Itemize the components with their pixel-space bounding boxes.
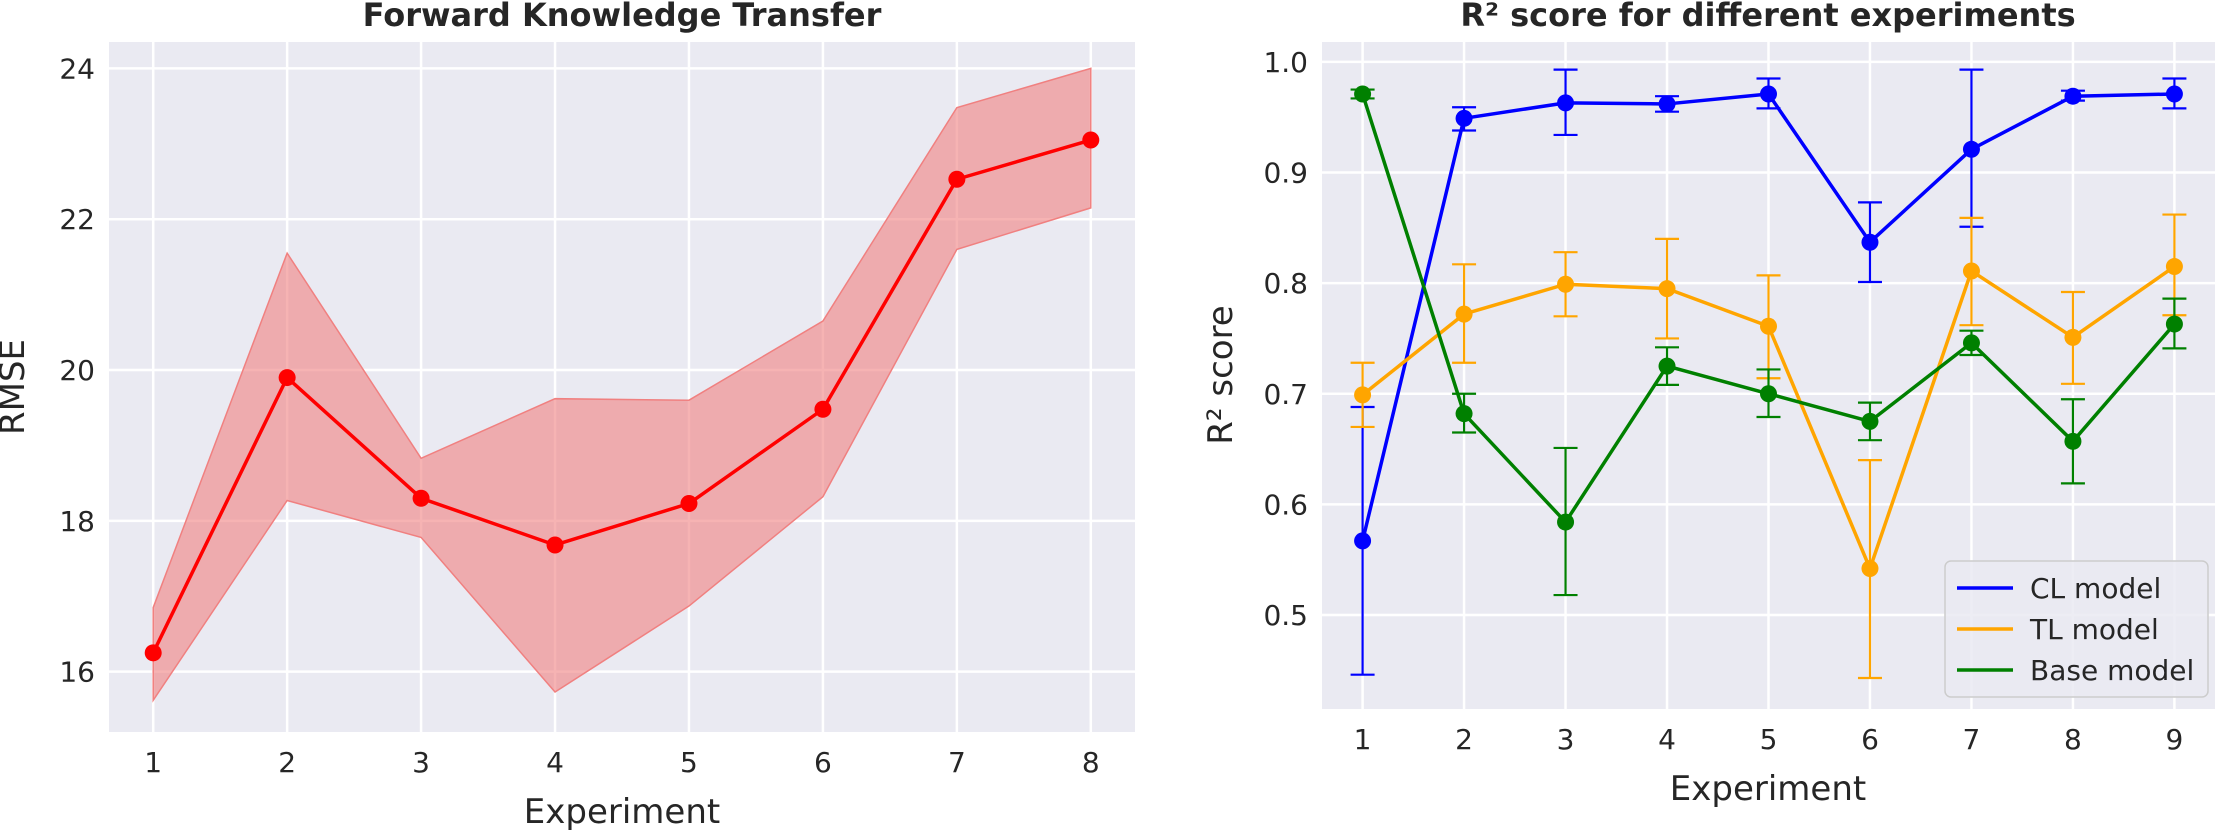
tl-model-point	[1962, 262, 1980, 280]
rmse-y-axis-label: RMSE	[0, 339, 33, 435]
base-model-point	[1354, 85, 1372, 103]
r2-y-axis-label: R² score	[1201, 305, 1241, 444]
legend-label-cl: CL model	[2030, 572, 2161, 605]
cl-model-point	[1455, 109, 1473, 127]
tl-model-point	[1658, 280, 1676, 298]
r2-x-axis-label: Experiment	[1670, 769, 1866, 809]
tl-model-point	[1760, 317, 1777, 335]
cl-model-point	[2165, 85, 2183, 103]
y-tick-label: 16	[59, 656, 95, 689]
r2-marks	[1350, 68, 2187, 680]
rmse-ticks: 1 2 3 4 5 6 7 8 16 18 20 22 24	[59, 52, 1099, 779]
x-tick-label: 8	[1082, 746, 1100, 779]
rmse-x-axis-label: Experiment	[524, 792, 720, 832]
y-tick-label: 22	[59, 203, 95, 236]
base-model-point	[1557, 513, 1575, 531]
y-tick-label: 1.0	[1263, 46, 1308, 79]
r2-legend: CL model TL model Base model	[1944, 560, 2209, 698]
x-tick-label: 5	[1760, 723, 1778, 756]
y-tick-label: 0.5	[1263, 599, 1308, 632]
tl-model-point	[1455, 305, 1473, 323]
base-model-point	[1658, 357, 1676, 375]
x-tick-label: 3	[1557, 723, 1575, 756]
rmse-point	[1082, 131, 1100, 149]
rmse-point	[412, 489, 430, 507]
y-tick-label: 24	[59, 52, 95, 85]
base-model-point	[1861, 412, 1879, 430]
x-tick-label: 9	[2165, 723, 2183, 756]
y-tick-label: 0.7	[1263, 378, 1308, 411]
cl-model-point	[1658, 95, 1676, 113]
base-model-point	[1760, 385, 1777, 403]
cl-model-point	[1760, 85, 1777, 103]
r2-chart: 1 2 3 4 5 6 7 8 9 0.5 0.6 0.7 0.8 0.9 1.0 R² score for…	[1201, 0, 2215, 809]
tl-model-point	[1354, 386, 1372, 404]
cl-model-point	[1354, 532, 1372, 550]
x-tick-label: 3	[412, 746, 430, 779]
x-tick-label: 7	[1963, 723, 1981, 756]
x-tick-label: 1	[144, 746, 162, 779]
cl-model-point	[1861, 233, 1879, 251]
rmse-line	[151, 138, 1092, 654]
tl-model-point	[1557, 275, 1575, 293]
rmse-point	[278, 369, 296, 387]
y-tick-label: 18	[59, 505, 95, 538]
x-tick-label: 8	[2064, 723, 2082, 756]
rmse-point	[948, 170, 966, 188]
tl-model-point	[2064, 328, 2082, 346]
rmse-point	[680, 495, 698, 513]
base-model-point	[2064, 432, 2082, 450]
rmse-chart: 1 2 3 4 5 6 7 8 16 18 20 22 24 Forward Knowledge Tra…	[0, 0, 1135, 832]
x-tick-label: 6	[814, 746, 832, 779]
base-model-point	[1455, 405, 1473, 423]
base-model-point	[1962, 334, 1980, 352]
rmse-marks	[144, 67, 1100, 703]
rmse-point	[144, 644, 162, 662]
legend-label-base: Base model	[2030, 654, 2194, 687]
r2-ticks: 1 2 3 4 5 6 7 8 9 0.5 0.6 0.7 0.8 0.9 1.0	[1263, 46, 2183, 756]
rmse-chart-title: Forward Knowledge Transfer	[363, 0, 882, 34]
x-tick-label: 7	[948, 746, 966, 779]
x-tick-label: 2	[1455, 723, 1473, 756]
legend-label-tl: TL model	[2029, 613, 2159, 646]
x-tick-label: 4	[546, 746, 564, 779]
rmse-confidence-band	[152, 67, 1092, 703]
y-tick-label: 0.9	[1263, 157, 1308, 190]
y-tick-label: 0.6	[1263, 488, 1308, 521]
base-model-point	[2165, 315, 2183, 333]
tl-model-point	[1861, 560, 1879, 578]
r2-chart-title: R² score for different experiments	[1460, 0, 2075, 34]
x-tick-label: 4	[1658, 723, 1676, 756]
rmse-point	[814, 400, 832, 418]
x-tick-label: 1	[1354, 723, 1372, 756]
x-tick-label: 5	[680, 746, 698, 779]
x-tick-label: 6	[1861, 723, 1879, 756]
y-tick-label: 0.8	[1263, 267, 1308, 300]
rmse-point	[546, 536, 564, 554]
x-tick-label: 2	[278, 746, 296, 779]
cl-model-point	[2064, 87, 2082, 105]
tl-model-point	[2165, 258, 2183, 276]
y-tick-label: 20	[59, 354, 95, 387]
cl-model-point	[1557, 94, 1575, 112]
cl-model-point	[1962, 140, 1980, 158]
legend-box	[1944, 560, 2209, 698]
